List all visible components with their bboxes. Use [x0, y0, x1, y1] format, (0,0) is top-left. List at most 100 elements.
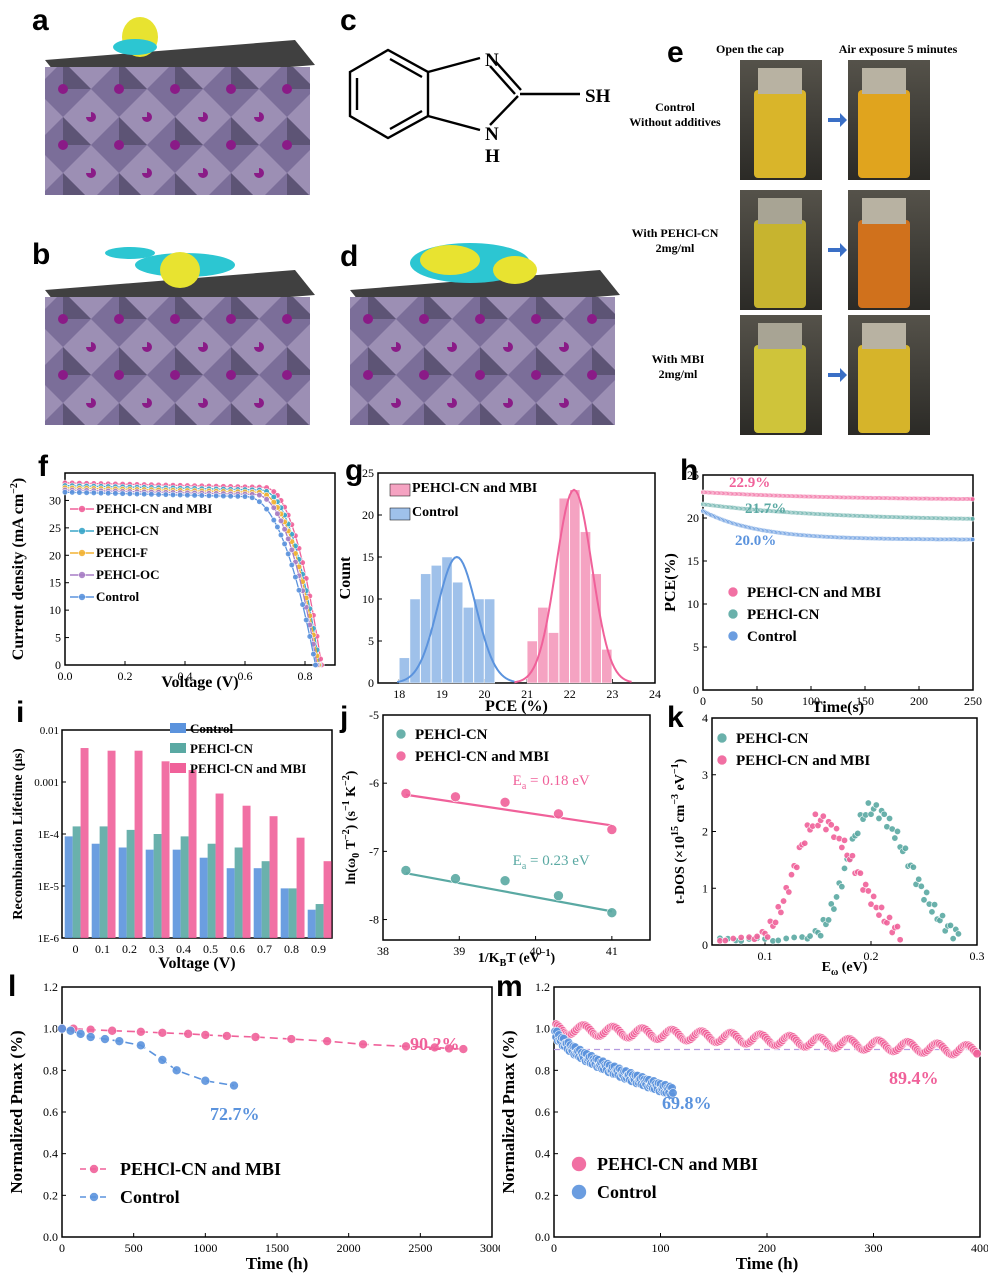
tdos-point: [894, 923, 902, 931]
arrhenius-point: [450, 791, 461, 803]
y-axis-label: Normalized Pmax (%): [499, 1030, 518, 1193]
jv-point: [105, 490, 112, 497]
crystal-structure-d: [350, 243, 620, 425]
y-tick-label: 15: [362, 550, 374, 564]
jv-point: [191, 492, 198, 499]
jv-point: [177, 491, 184, 499]
tdos-point: [817, 932, 825, 940]
stability-point: [136, 1040, 146, 1051]
stability-point: [85, 1032, 96, 1042]
plot-frame: [377, 472, 656, 684]
jv-point: [285, 535, 292, 542]
x-tick-label: 18: [393, 687, 405, 701]
panel-label-h: h: [680, 454, 699, 487]
x-tick-label: 0: [73, 942, 79, 956]
lifetime-bar: [172, 849, 181, 938]
y-tick-label: 2: [702, 825, 708, 839]
jv-point: [274, 523, 281, 531]
lifetime-bar: [288, 888, 297, 938]
x-tick-label: 300: [865, 1241, 883, 1255]
legend-label: PEHCl-CN and MBI: [120, 1159, 281, 1179]
tdos-point: [841, 836, 849, 844]
y-tick-label: 15: [687, 554, 699, 568]
jv-point: [288, 546, 295, 553]
jv-point: [277, 531, 285, 539]
y-tick-label: -7: [369, 844, 379, 858]
jv-point: [126, 490, 133, 497]
x-tick-label: 0.0: [58, 669, 73, 683]
crystal-structure-a: [45, 17, 315, 195]
gauss-fit: [514, 488, 632, 684]
jv-point: [303, 616, 310, 624]
y-tick-label: 0: [693, 683, 699, 697]
y-tick-label: 1E-4: [38, 829, 60, 841]
y-tick-label: 10: [49, 603, 61, 617]
y-tick-label: 0.001: [34, 777, 59, 789]
legend-label-pehcl-oc: PEHCl-OC: [96, 567, 160, 582]
pce-point: [969, 516, 976, 522]
jv-point: [270, 504, 277, 511]
stability-point: [458, 1044, 469, 1054]
jv-point: [306, 633, 313, 640]
panel-label-e: e: [667, 36, 684, 69]
legend-marker: [395, 750, 407, 762]
legend-label-pehcl-cn-and-mbi: PEHCl-CN and MBI: [412, 481, 537, 496]
y-axis-label: Current density (mA cm−2​): [9, 478, 27, 660]
y-tick-label: 25: [362, 466, 374, 480]
vial-row-pehcl-cn: [740, 190, 930, 310]
lifetime-bar: [199, 857, 208, 938]
lifetime-bar: [188, 770, 197, 938]
tdos-point: [901, 844, 909, 852]
annotation: 90.2%: [410, 1034, 460, 1054]
jv-point: [292, 573, 299, 581]
y-tick-label: 1.0: [43, 1022, 58, 1036]
panel-label-j: j: [340, 701, 349, 734]
mol-n-bottom: N: [485, 124, 499, 145]
stability-point: [322, 1036, 332, 1046]
legend-label-pehcl-cn-and-mbi: PEHCl-CN and MBI: [415, 749, 549, 765]
tdos-point: [872, 801, 880, 809]
pce-point: [969, 496, 976, 502]
lifetime-bar: [64, 836, 73, 938]
hist-bar: [580, 531, 591, 684]
x-tick-label: 2500: [408, 1241, 432, 1255]
lifetime-bar: [234, 847, 243, 938]
legend-marker: [78, 571, 86, 579]
ea-annotation: Ea​ = 0.23 eV: [513, 853, 590, 872]
tdos-point: [880, 810, 888, 818]
stability-point: [65, 1025, 76, 1036]
legend-label-pehcl-f: PEHCl-F: [96, 545, 148, 560]
arrhenius-point: [400, 865, 412, 876]
y-tick-label: 0: [702, 938, 708, 952]
tdos-point: [811, 810, 819, 818]
lifetime-bar: [99, 826, 108, 938]
x-tick-label: 0: [700, 694, 706, 708]
stability-point: [250, 1032, 261, 1042]
lifetime-bar: [269, 816, 278, 938]
y-axis-label: Recombination Lifetime (μs): [11, 748, 26, 920]
y-tick-label: 0.6: [43, 1105, 58, 1119]
x-tick-label: 38: [377, 944, 389, 958]
lifetime-bar: [80, 748, 89, 938]
e-row1-label: Control Without additives: [629, 100, 721, 129]
lifetime-bar: [107, 750, 116, 938]
lifetime-bar: [153, 834, 162, 938]
tdos-point: [928, 908, 936, 916]
tdos-point: [878, 903, 886, 911]
jv-point: [169, 491, 177, 498]
x-tick-label: 0.6: [238, 669, 253, 683]
legend-label-pehcl-cn: PEHCl-CN: [96, 523, 159, 538]
stability-point: [100, 1034, 110, 1044]
mbi-molecule-structure: N N H SH: [348, 48, 611, 167]
hist-bar: [473, 598, 485, 684]
legend-marker: [78, 527, 86, 535]
gauss-fit: [396, 555, 515, 683]
annotation: 72.7%: [210, 1104, 260, 1124]
x-axis-label: Time(s): [812, 699, 864, 716]
x-tick-label: 0: [59, 1241, 65, 1255]
tdos-point: [949, 935, 957, 943]
jv-point: [227, 493, 234, 500]
jv-point: [198, 492, 205, 499]
x-tick-label: 250: [964, 694, 982, 708]
